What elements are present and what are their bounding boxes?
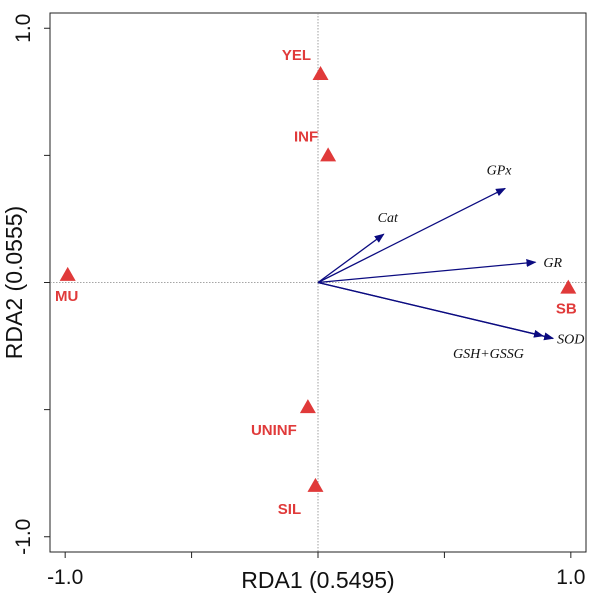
y-tick-label: 1.0 [12,14,35,43]
site-label: SB [556,301,577,318]
site-sb: SB [556,279,577,318]
arrow-label: GR [543,256,562,271]
site-mu: MU [55,266,78,305]
site-label: YEL [282,47,311,64]
variable-arrows: Cat GPx GR SOD GSH+GSSG [317,163,584,362]
triangle-marker [59,266,76,281]
x-axis-title: RDA1 (0.5495) [241,567,394,593]
site-sil: SIL [278,477,324,518]
x-tick-label: 1.0 [556,566,585,589]
arrow-gr: GR [317,256,563,284]
arrow-label: GPx [487,163,513,178]
arrow-gpx: GPx [317,163,513,284]
arrow-cat: Cat [317,211,399,284]
y-axis-title: RDA2 (0.0555) [1,206,27,359]
site-label: UNINF [251,422,297,439]
triangle-marker [312,66,329,81]
arrow-label: SOD [557,332,584,347]
arrow-gsh-gssg: GSH+GSSG [317,281,544,362]
site-label: MU [55,288,78,305]
axis-ticks: -1.0 1.0 1.0 -1.0 [12,14,585,589]
triangle-marker [560,279,577,294]
arrow-line [317,233,385,284]
arrow-line [317,187,506,284]
arrow-label: Cat [378,211,399,226]
site-label: INF [294,128,318,145]
arrow-label: GSH+GSSG [453,347,524,362]
site-markers: YEL INF MU SB UNINF SIL [55,47,577,518]
x-tick-label: -1.0 [47,566,83,589]
arrow-line [317,281,544,338]
site-uninf: UNINF [251,399,316,439]
site-yel: YEL [282,47,329,81]
triangle-marker [320,147,337,162]
triangle-marker [307,477,324,492]
site-inf: INF [294,128,337,162]
site-label: SIL [278,501,301,518]
arrow-line [317,259,537,284]
triangle-marker [299,399,316,414]
y-tick-label: -1.0 [12,519,35,555]
